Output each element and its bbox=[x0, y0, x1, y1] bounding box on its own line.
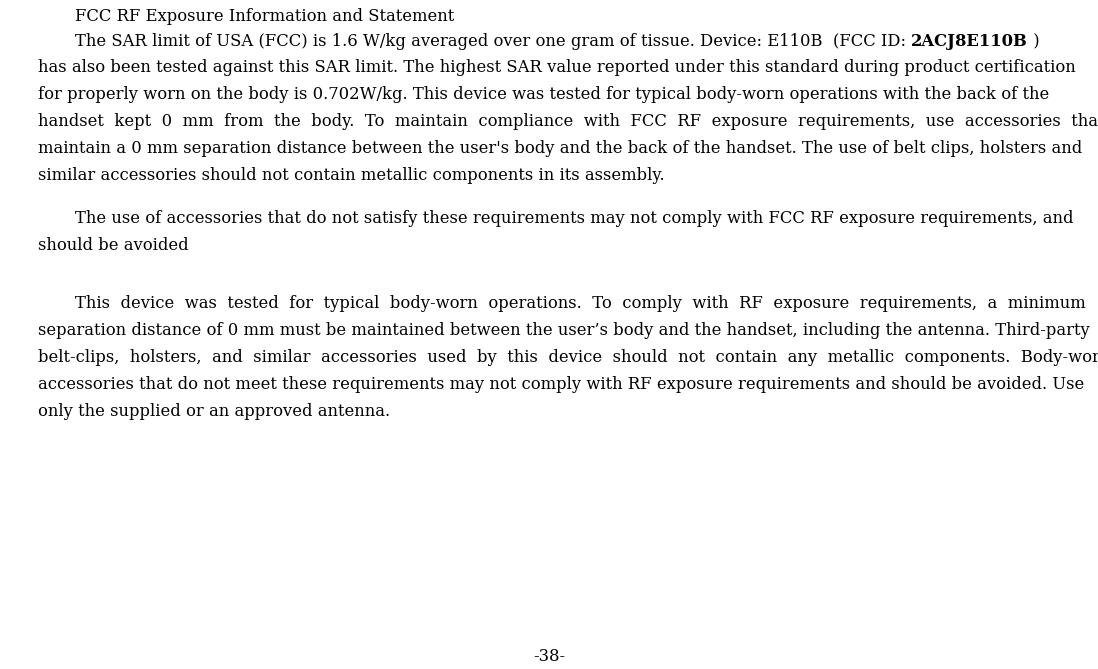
Text: -38-: -38- bbox=[533, 648, 565, 665]
Text: The use of accessories that do not satisfy these requirements may not comply wit: The use of accessories that do not satis… bbox=[75, 210, 1074, 227]
Text: has also been tested against this SAR limit. The highest SAR value reported unde: has also been tested against this SAR li… bbox=[38, 59, 1076, 76]
Text: should be avoided: should be avoided bbox=[38, 237, 189, 254]
Text: The SAR limit of USA (FCC) is 1.6 W/kg averaged over one gram of tissue. Device:: The SAR limit of USA (FCC) is 1.6 W/kg a… bbox=[75, 33, 911, 50]
Text: 2ACJ8E110B: 2ACJ8E110B bbox=[911, 33, 1028, 50]
Text: for properly worn on the body is 0.702W/kg. This device was tested for typical b: for properly worn on the body is 0.702W/… bbox=[38, 86, 1050, 103]
Text: handset  kept  0  mm  from  the  body.  To  maintain  compliance  with  FCC  RF : handset kept 0 mm from the body. To main… bbox=[38, 113, 1098, 130]
Text: ): ) bbox=[1028, 33, 1040, 50]
Text: maintain a 0 mm separation distance between the user's body and the back of the : maintain a 0 mm separation distance betw… bbox=[38, 140, 1083, 157]
Text: FCC RF Exposure Information and Statement: FCC RF Exposure Information and Statemen… bbox=[75, 8, 455, 25]
Text: This  device  was  tested  for  typical  body-worn  operations.  To  comply  wit: This device was tested for typical body-… bbox=[75, 295, 1086, 312]
Text: similar accessories should not contain metallic components in its assembly.: similar accessories should not contain m… bbox=[38, 167, 664, 184]
Text: only the supplied or an approved antenna.: only the supplied or an approved antenna… bbox=[38, 403, 390, 420]
Text: separation distance of 0 mm must be maintained between the user’s body and the h: separation distance of 0 mm must be main… bbox=[38, 322, 1089, 339]
Text: accessories that do not meet these requirements may not comply with RF exposure : accessories that do not meet these requi… bbox=[38, 376, 1084, 393]
Text: belt-clips,  holsters,  and  similar  accessories  used  by  this  device  shoul: belt-clips, holsters, and similar access… bbox=[38, 349, 1098, 366]
